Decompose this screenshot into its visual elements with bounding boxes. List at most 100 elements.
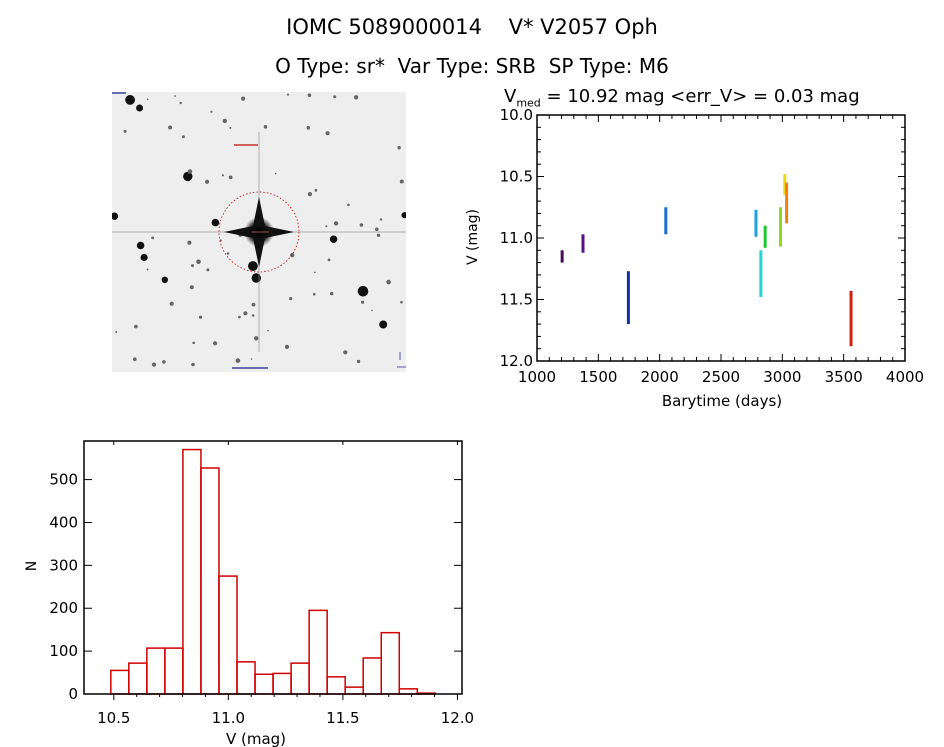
field-star [314,188,318,192]
field-star [136,241,145,250]
histogram-bar [362,657,382,695]
lightcurve-chart: 1000 1500 2000 2500 3000 3500 4000 10.0 10.5 11.0… [465,106,924,410]
histogram-ytick-label: 400 [49,513,78,531]
histogram-xtick-label: 10.5 [97,709,130,727]
field-star [228,175,233,180]
lightcurve-ylabel: V (mag) [465,209,481,265]
histogram-bar [308,609,328,695]
field-star [290,253,295,258]
field-star [161,276,168,283]
lightcurve-title-v: V [504,86,517,107]
histogram-xlabel: V (mag) [226,730,286,747]
field-star [187,169,193,174]
field-star [267,329,269,332]
field-star [213,341,218,346]
lightcurve-xlabel: Barytime (days) [662,392,782,410]
lightcurve-ytick-label: 10.5 [500,168,533,186]
field-star [356,359,361,364]
lightcurve-xtick-label: 1000 [518,368,556,386]
field-star [401,212,406,219]
field-star [379,320,388,329]
field-star [133,357,137,362]
lightcurve-xtick-label: 1500 [579,368,617,386]
field-star [333,95,337,99]
histogram-bar [128,662,148,695]
field-star [206,268,210,272]
histogram-bar [254,673,274,695]
field-star [263,125,268,129]
field-star [174,95,176,97]
lightcurve-ytick-label: 11.0 [500,229,533,247]
histogram-ytick-label: 100 [49,642,78,660]
field-star [198,315,203,319]
histogram-ytick-label: 300 [49,556,78,574]
histogram-bar [146,647,166,695]
field-star [286,93,290,96]
scale-label [112,92,126,94]
background-stars [112,93,406,367]
field-star [289,297,293,301]
field-star [371,309,373,312]
field-star [162,360,166,364]
field-star [325,225,328,228]
field-star [330,291,334,296]
histogram-bar [344,686,364,695]
target-label [234,144,258,146]
field-star [248,261,258,271]
field-star [375,227,379,232]
field-star [115,331,118,333]
field-star [179,101,182,105]
field-star [274,172,277,175]
field-star [125,95,135,105]
field-star [386,279,391,285]
histogram-bar [272,672,292,695]
histogram-ytick-label: 0 [68,685,78,703]
field-star [379,218,383,221]
field-star [250,358,253,360]
field-star [314,271,316,274]
histogram-ytick-label: 200 [49,599,78,617]
field-star [343,350,348,355]
field-star [191,362,195,367]
field-star [312,292,316,296]
field-star [211,218,220,227]
field-star [325,131,330,136]
histogram-bar [380,631,401,695]
field-star [333,221,339,226]
lightcurve-title-sub: med [516,96,541,110]
field-star [183,171,193,182]
field-star [400,300,403,304]
field-star [146,98,149,101]
histogram-frame [83,440,463,695]
histogram-xtick-label: 12.0 [441,709,474,727]
field-star [238,315,241,319]
field-star [226,252,230,255]
histogram-bar [110,669,130,695]
field-star [181,135,185,139]
lightcurve-ytick-label: 10.0 [500,106,533,124]
field-star [347,203,350,207]
survey-label [232,367,268,369]
field-star [329,235,338,243]
field-star [229,126,232,129]
field-star [399,179,404,184]
histogram-bar [200,467,220,695]
field-star [140,253,148,262]
lightcurve-ytick-label: 11.5 [500,291,533,309]
field-star [192,341,195,345]
lightcurve-xtick-label: 4000 [886,368,924,386]
field-star [376,233,381,237]
field-star [168,125,173,130]
field-star [359,223,364,227]
histogram-bar [182,448,202,695]
field-star [196,259,201,265]
lightcurve-xtick-label: 2500 [702,368,740,386]
lightcurve-title-rest: = 10.92 mag <err_V> = 0.03 mag [540,86,860,107]
histogram-xtick-label: 11.0 [212,709,245,727]
lightcurve-ytick-label: 12.0 [500,352,533,370]
field-star [146,268,149,271]
field-star [169,301,174,306]
field-star [254,336,259,341]
field-star [251,314,255,317]
field-star [210,110,213,113]
